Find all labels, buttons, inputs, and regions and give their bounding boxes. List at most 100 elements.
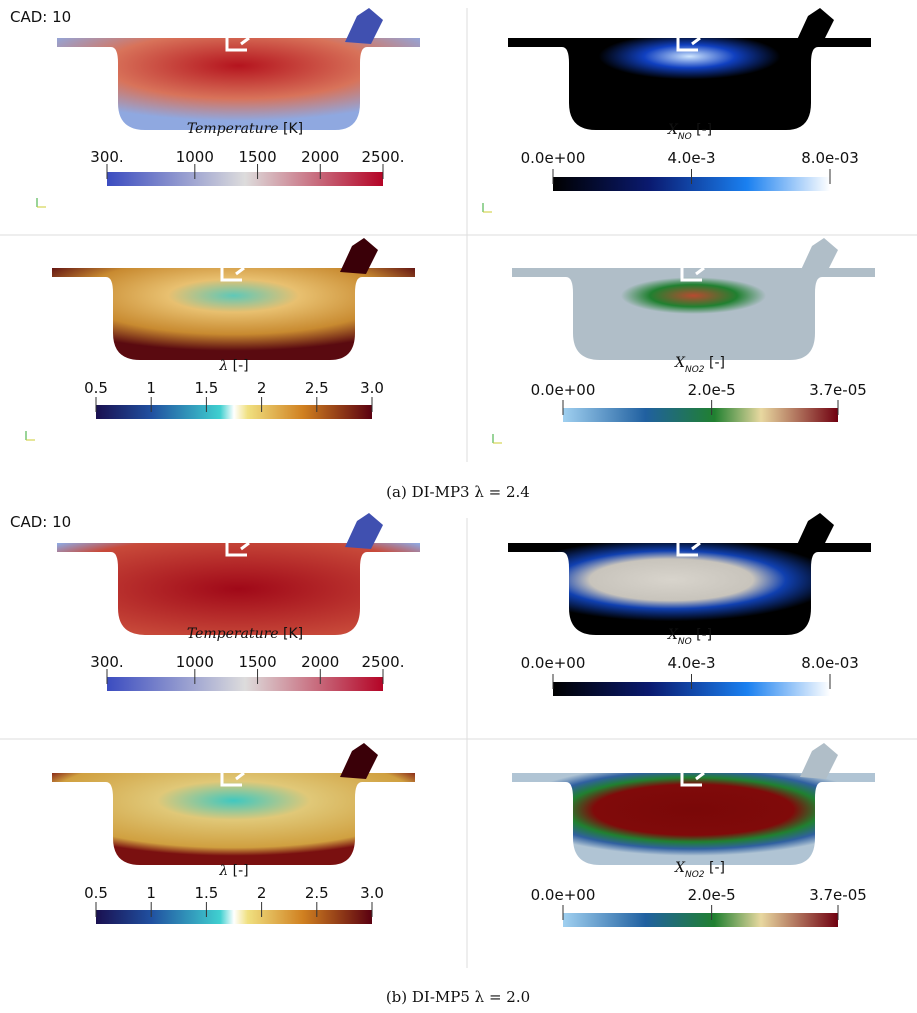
contour-field xyxy=(52,268,415,360)
title-unit: [K] xyxy=(283,121,303,137)
title-subscript: NO xyxy=(678,132,692,142)
injector xyxy=(220,266,245,282)
chamber xyxy=(52,743,415,865)
tick-label: 8.0e-03 xyxy=(801,654,859,672)
tick-label: 0.0e+00 xyxy=(521,654,586,672)
injector xyxy=(225,36,250,52)
injector xyxy=(225,541,250,557)
tick-label: 1000 xyxy=(176,148,214,166)
injector xyxy=(676,541,701,557)
colorbar-title: XNO2 [-] xyxy=(674,355,725,375)
title-symbol: λ xyxy=(218,863,228,879)
contour-field xyxy=(512,773,875,865)
colorbar-title: XNO2 [-] xyxy=(674,860,725,880)
colorbar-title: Temperature [K] xyxy=(187,121,303,137)
title-subscript: NO2 xyxy=(685,870,705,880)
chamber xyxy=(57,8,420,130)
cad-label: CAD: 10 xyxy=(10,513,71,531)
title-symbol: X xyxy=(667,627,679,643)
tick-label: 0.0e+00 xyxy=(531,381,596,399)
tick-label: 0.0e+00 xyxy=(521,149,586,167)
title-subscript: NO2 xyxy=(685,365,705,375)
contour-field xyxy=(52,773,415,865)
chamber xyxy=(512,238,875,360)
colorbar xyxy=(107,172,383,186)
contour-field xyxy=(508,543,871,635)
title-subscript: NO xyxy=(678,637,692,647)
valve xyxy=(796,8,834,44)
caption: (b) DI-MP5 λ = 2.0 xyxy=(386,988,530,1006)
contour-field xyxy=(57,543,420,635)
tick-label: 8.0e-03 xyxy=(801,149,859,167)
tick-label: 4.0e-3 xyxy=(667,654,715,672)
colorbar xyxy=(563,408,838,422)
valve xyxy=(345,513,383,549)
chamber xyxy=(508,8,871,130)
tick-label: 2.5 xyxy=(305,379,329,397)
title-unit: [-] xyxy=(233,863,249,879)
injector xyxy=(680,266,705,282)
tick-label: 2.5 xyxy=(305,884,329,902)
valve xyxy=(800,743,838,779)
valve xyxy=(796,513,834,549)
injector xyxy=(220,771,245,787)
tick-label: 0.5 xyxy=(84,379,108,397)
title-symbol: X xyxy=(674,355,686,371)
valve xyxy=(340,743,378,779)
tick-label: 2 xyxy=(257,884,267,902)
title-unit: [-] xyxy=(696,122,712,138)
tick-label: 3.7e-05 xyxy=(809,886,867,904)
tick-label: 1000 xyxy=(176,653,214,671)
tick-label: 0.0e+00 xyxy=(531,886,596,904)
colorbar-title: XNO [-] xyxy=(667,627,712,647)
valve xyxy=(345,8,383,44)
contour-field xyxy=(508,38,871,130)
colorbar-title: XNO [-] xyxy=(667,122,712,142)
title-unit: [-] xyxy=(233,358,249,374)
tick-label: 3.7e-05 xyxy=(809,381,867,399)
colorbar xyxy=(563,913,838,927)
cad-label: CAD: 10 xyxy=(10,8,71,26)
title-unit: [K] xyxy=(283,626,303,642)
contour-field xyxy=(512,268,875,360)
title-symbol: Temperature xyxy=(187,626,279,642)
colorbar xyxy=(96,910,372,924)
injector xyxy=(676,36,701,52)
chamber xyxy=(508,513,871,635)
tick-label: 1.5 xyxy=(194,379,218,397)
tick-label: 1.5 xyxy=(194,884,218,902)
title-symbol: Temperature xyxy=(187,121,279,137)
title-unit: [-] xyxy=(709,860,725,876)
valve xyxy=(800,238,838,274)
tick-label: 2.0e-5 xyxy=(688,381,736,399)
tick-label: 3.0 xyxy=(360,884,384,902)
tick-label: 300. xyxy=(90,653,123,671)
injector xyxy=(680,771,705,787)
colorbar xyxy=(96,405,372,419)
colorbar-title: Temperature [K] xyxy=(187,626,303,642)
tick-label: 3.0 xyxy=(360,379,384,397)
chamber xyxy=(52,238,415,360)
colorbar-title: λ [-] xyxy=(218,863,248,879)
tick-label: 1 xyxy=(146,379,156,397)
chamber xyxy=(512,743,875,865)
title-symbol: X xyxy=(674,860,686,876)
chamber xyxy=(57,513,420,635)
tick-label: 2500. xyxy=(362,653,405,671)
tick-label: 2500. xyxy=(362,148,405,166)
tick-label: 300. xyxy=(90,148,123,166)
tick-label: 0.5 xyxy=(84,884,108,902)
title-unit: [-] xyxy=(709,355,725,371)
tick-label: 1500 xyxy=(238,653,276,671)
tick-label: 1500 xyxy=(238,148,276,166)
valve xyxy=(340,238,378,274)
tick-label: 4.0e-3 xyxy=(667,149,715,167)
title-symbol: λ xyxy=(218,358,228,374)
tick-label: 2.0e-5 xyxy=(688,886,736,904)
tick-label: 2 xyxy=(257,379,267,397)
title-symbol: X xyxy=(667,122,679,138)
tick-label: 2000 xyxy=(301,653,339,671)
contour-field xyxy=(57,38,420,130)
caption: (a) DI-MP3 λ = 2.4 xyxy=(386,483,530,501)
